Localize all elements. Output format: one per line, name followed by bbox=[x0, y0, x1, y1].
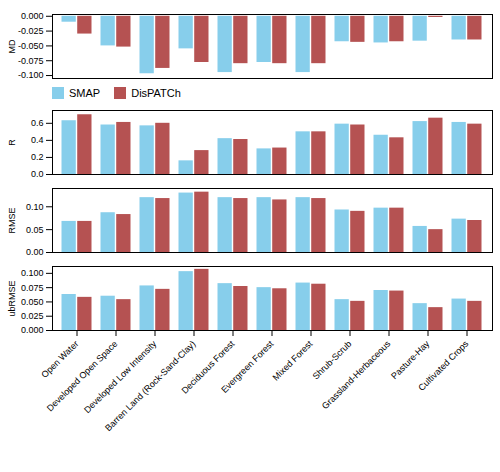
svg-text:Developed Open Space: Developed Open Space bbox=[45, 339, 120, 414]
svg-text:-0.050: -0.050 bbox=[18, 41, 44, 51]
html-text:SMAP: SMAP bbox=[69, 87, 101, 99]
svg-text:0.10: 0.10 bbox=[26, 202, 44, 212]
svg-text:Cultivated Crops: Cultivated Crops bbox=[416, 338, 470, 392]
svg-text:0.05: 0.05 bbox=[26, 225, 44, 235]
svg-text:0.2: 0.2 bbox=[31, 152, 44, 162]
svg-text:Mixed Forest: Mixed Forest bbox=[271, 338, 315, 382]
svg-text:MD: MD bbox=[7, 39, 17, 53]
svg-text:ubRMSE: ubRMSE bbox=[7, 280, 17, 316]
svg-text:0.050: 0.050 bbox=[21, 297, 44, 307]
svg-text:0.0: 0.0 bbox=[31, 169, 44, 179]
svg-text:0.00: 0.00 bbox=[26, 247, 44, 257]
svg-text:-0.100: -0.100 bbox=[18, 70, 44, 80]
svg-text:0.4: 0.4 bbox=[31, 135, 44, 145]
svg-text:-0.075: -0.075 bbox=[18, 56, 44, 66]
svg-text:-0.025: -0.025 bbox=[18, 26, 44, 36]
svg-text:0.075: 0.075 bbox=[21, 283, 44, 293]
svg-text:0.6: 0.6 bbox=[31, 118, 44, 128]
svg-text:RMSE: RMSE bbox=[7, 207, 17, 233]
svg-text:0.025: 0.025 bbox=[21, 311, 44, 321]
svg-text:R: R bbox=[7, 139, 17, 146]
svg-text:Open Water: Open Water bbox=[39, 339, 80, 380]
svg-text:Shrub-Scrub: Shrub-Scrub bbox=[311, 339, 354, 382]
svg-text:Evergreen Forest: Evergreen Forest bbox=[219, 338, 276, 395]
svg-text:Pasture-Hay: Pasture-Hay bbox=[389, 338, 432, 381]
svg-text:Barren Land (Rock-Sand-Clay): Barren Land (Rock-Sand-Clay) bbox=[103, 338, 198, 434]
svg-text:Developed Low Intensity: Developed Low Intensity bbox=[82, 338, 159, 415]
svg-text:0.100: 0.100 bbox=[21, 268, 44, 278]
svg-text:Deciduous Forest: Deciduous Forest bbox=[179, 338, 237, 396]
svg-text:Grassland-Herbaceous: Grassland-Herbaceous bbox=[320, 338, 393, 411]
html-text:DisPATCh: DisPATCh bbox=[131, 87, 181, 99]
svg-text:0.000: 0.000 bbox=[21, 325, 44, 335]
svg-text:0.000: 0.000 bbox=[21, 11, 44, 21]
